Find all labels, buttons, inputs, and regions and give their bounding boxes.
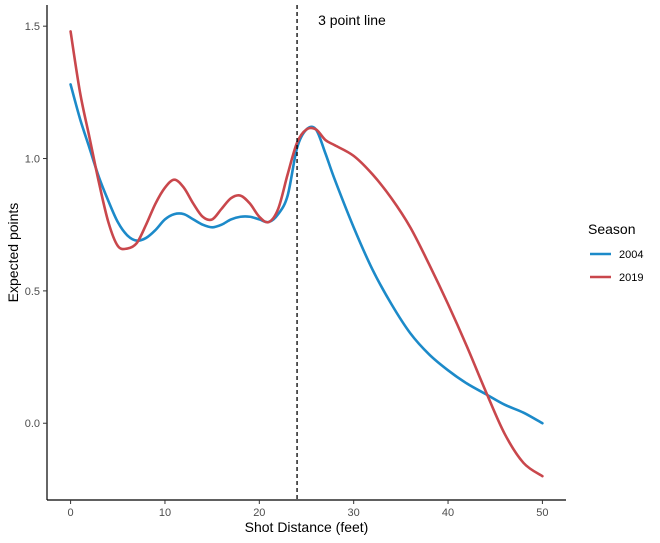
x-tick-label: 30 <box>348 507 360 519</box>
y-tick-label: 1.0 <box>25 154 40 166</box>
x-tick-label: 0 <box>68 507 74 519</box>
axes: 0 10 20 30 40 50 0.0 0.5 1.0 1.5 <box>25 5 566 519</box>
x-tick-label: 40 <box>442 507 454 519</box>
legend-title: Season <box>588 221 635 237</box>
y-tick-label: 0.0 <box>25 418 40 430</box>
x-tick-label: 50 <box>536 507 548 519</box>
x-axis-title: Shot Distance (feet) <box>245 519 369 535</box>
plot-area <box>69 30 544 478</box>
three-point-line-annotation: 3 point line <box>318 12 386 28</box>
y-tick-label: 0.5 <box>25 286 40 298</box>
x-tick-label: 10 <box>159 507 171 519</box>
y-axis-title: Expected points <box>5 203 21 303</box>
y-tick-label: 1.5 <box>25 21 40 33</box>
x-tick-label: 20 <box>253 507 265 519</box>
legend-label-2019: 2019 <box>619 272 643 284</box>
legend: Season 2004 2019 <box>588 221 643 284</box>
series-line-2019 <box>69 30 544 478</box>
series-line-2004 <box>69 83 544 425</box>
legend-label-2004: 2004 <box>619 249 643 261</box>
